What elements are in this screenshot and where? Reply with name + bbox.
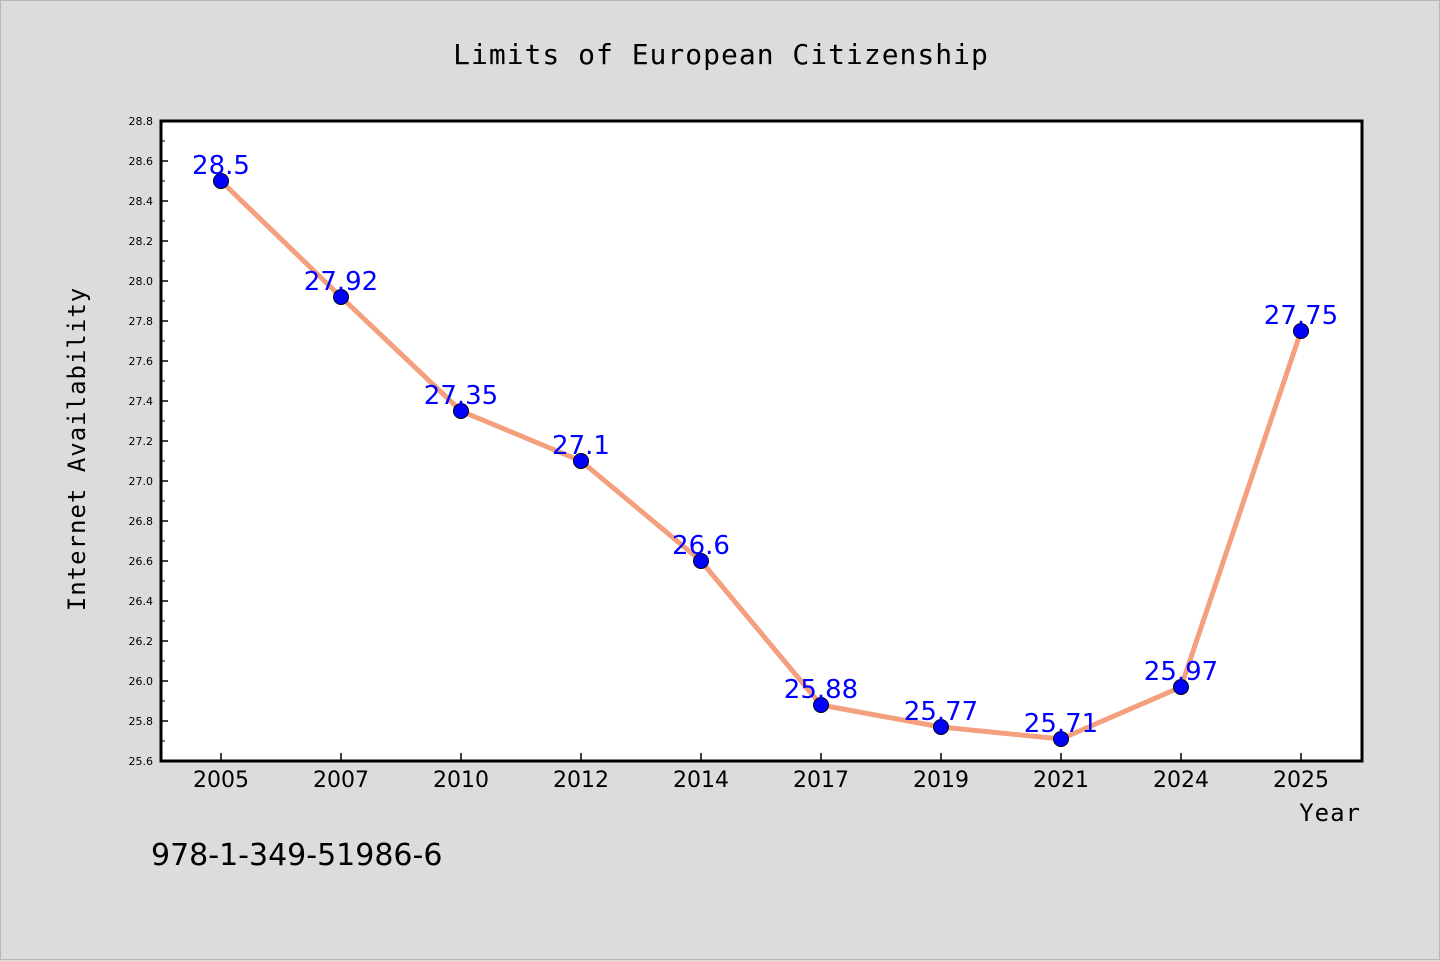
x-tick-label: 2025 [1273, 768, 1329, 793]
x-tick-label: 2007 [313, 768, 369, 793]
y-axis-label: Internet Availability [63, 287, 91, 611]
y-tick-label: 25.8 [129, 715, 154, 728]
x-tick-label: 2021 [1033, 768, 1089, 793]
data-point [933, 719, 949, 735]
data-point [1173, 679, 1189, 695]
series-line [218, 178, 1304, 742]
x-tick-label: 2010 [433, 768, 489, 793]
x-tick-label: 2005 [193, 768, 249, 793]
y-tick-label: 27.0 [129, 475, 154, 488]
y-tick-label: 26.2 [129, 635, 154, 648]
x-axis-label: Year [1299, 799, 1361, 827]
x-tick-label: 2019 [913, 768, 969, 793]
x-tick-label: 2024 [1153, 768, 1209, 793]
y-tick-label: 26.6 [129, 555, 154, 568]
y-tick-label: 27.6 [129, 355, 154, 368]
data-point [1053, 731, 1069, 747]
data-labels: 28.5 27.92 27.35 27.1 26.6 25.88 25.77 25.71 25.… [192, 151, 1338, 739]
x-tick-label: 2014 [673, 768, 729, 793]
y-tick-label: 28.8 [129, 115, 154, 128]
y-tick-label: 27.8 [129, 315, 154, 328]
data-point [813, 697, 829, 713]
y-tick-label: 28.4 [129, 195, 154, 208]
data-label: 25.88 [784, 675, 858, 705]
series-polyline [218, 178, 1304, 742]
y-tick-label: 25.6 [129, 755, 154, 768]
y-tick-label: 26.8 [129, 515, 154, 528]
data-point [573, 453, 589, 469]
data-markers [213, 173, 1309, 747]
data-label: 28.5 [192, 151, 250, 181]
y-tick-label: 27.4 [129, 395, 154, 408]
data-label: 25.77 [904, 697, 978, 727]
data-point [453, 403, 469, 419]
data-label: 27.1 [552, 431, 610, 461]
plot-area [159, 119, 1364, 763]
y-tick-label: 27.2 [129, 435, 154, 448]
footer-code: 978-1-349-51986-6 [151, 838, 442, 873]
x-axis-ticks: 2005 2007 2010 2012 2014 2017 2019 2021 2024 2025 [193, 753, 1329, 793]
data-point [333, 289, 349, 305]
data-label: 27.92 [304, 267, 378, 297]
data-label: 27.75 [1264, 301, 1338, 331]
chart-title: Limits of European Citizenship [453, 38, 989, 71]
x-tick-label: 2017 [793, 768, 849, 793]
y-tick-label: 28.0 [129, 275, 154, 288]
y-tick-label: 28.6 [129, 155, 154, 168]
y-tick-label: 26.4 [129, 595, 154, 608]
data-point [693, 553, 709, 569]
data-point [213, 173, 229, 189]
data-label: 27.35 [424, 381, 498, 411]
data-label: 25.71 [1024, 709, 1098, 739]
x-tick-label: 2012 [553, 768, 609, 793]
data-point [1293, 323, 1309, 339]
data-label: 26.6 [672, 531, 730, 561]
y-tick-label: 26.0 [129, 675, 154, 688]
y-tick-label: 28.2 [129, 235, 154, 248]
y-axis-ticks: 25.6 25.8 26.0 26.2 26.4 26.6 26.8 27.0 27.2 27.4… [129, 115, 168, 768]
data-label: 25.97 [1144, 657, 1218, 687]
